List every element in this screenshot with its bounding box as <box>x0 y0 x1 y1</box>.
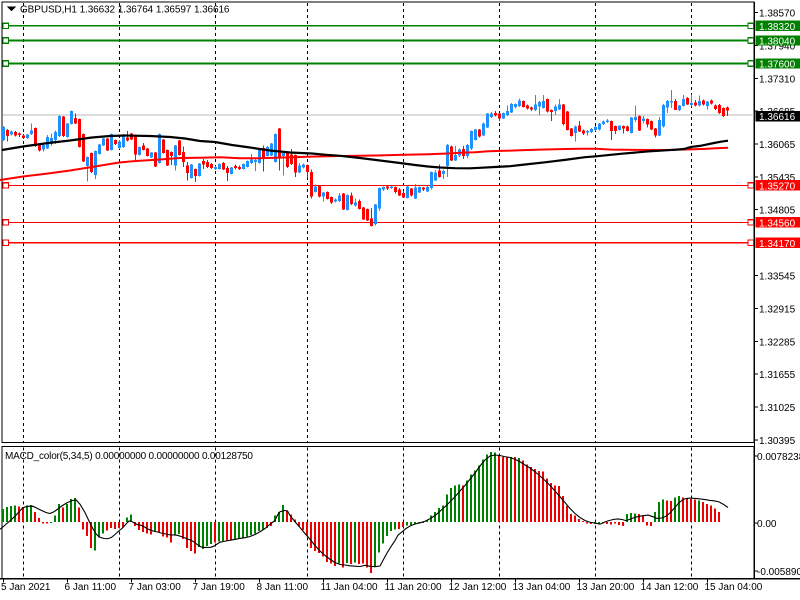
svg-text:0.0078238: 0.0078238 <box>757 452 800 463</box>
svg-text:1.31655: 1.31655 <box>759 370 796 381</box>
svg-text:1.31025: 1.31025 <box>759 403 796 414</box>
svg-text:1.30395: 1.30395 <box>759 436 796 447</box>
svg-text:0.00: 0.00 <box>757 519 777 530</box>
svg-text:1.37310: 1.37310 <box>759 74 796 85</box>
svg-text:14 Jan 12:00: 14 Jan 12:00 <box>641 582 699 593</box>
svg-text:13 Jan 20:00: 13 Jan 20:00 <box>577 582 635 593</box>
svg-text:1.36065: 1.36065 <box>759 140 796 151</box>
svg-text:-0.0058902: -0.0058902 <box>757 567 800 578</box>
svg-text:1.34170: 1.34170 <box>759 239 796 250</box>
svg-text:1.38570: 1.38570 <box>759 9 796 20</box>
svg-text:11 Jan 04:00: 11 Jan 04:00 <box>321 582 379 593</box>
svg-text:1.32915: 1.32915 <box>759 304 796 315</box>
svg-text:7 Jan 19:00: 7 Jan 19:00 <box>193 582 246 593</box>
svg-text:GBPUSD,H1 1.36632 1.36764 1.3: GBPUSD,H1 1.36632 1.36764 1.36597 1.3661… <box>20 5 230 16</box>
svg-text:1.34805: 1.34805 <box>759 206 796 217</box>
svg-text:1.37600: 1.37600 <box>759 60 796 71</box>
svg-text:1.36616: 1.36616 <box>759 112 796 123</box>
svg-text:1.35435: 1.35435 <box>759 173 796 184</box>
svg-text:6 Jan 11:00: 6 Jan 11:00 <box>65 582 117 593</box>
svg-text:7 Jan 03:00: 7 Jan 03:00 <box>129 582 182 593</box>
svg-text:8 Jan 11:00: 8 Jan 11:00 <box>257 582 309 593</box>
svg-text:MACD_color(5,34,5) 0.00000000: MACD_color(5,34,5) 0.00000000 0.00000000… <box>5 451 253 462</box>
svg-text:1.33545: 1.33545 <box>759 272 796 283</box>
svg-text:12 Jan 12:00: 12 Jan 12:00 <box>449 582 507 593</box>
svg-text:11 Jan 20:00: 11 Jan 20:00 <box>385 582 443 593</box>
svg-text:1.38320: 1.38320 <box>759 22 796 33</box>
svg-text:1.35270: 1.35270 <box>759 181 796 192</box>
svg-text:1.37940: 1.37940 <box>759 42 796 53</box>
svg-text:1.32285: 1.32285 <box>759 337 796 348</box>
svg-text:15 Jan 04:00: 15 Jan 04:00 <box>705 582 763 593</box>
svg-text:1.34560: 1.34560 <box>759 218 796 229</box>
svg-text:5 Jan 2021: 5 Jan 2021 <box>1 582 51 593</box>
svg-text:1.38040: 1.38040 <box>759 37 796 48</box>
svg-text:13 Jan 04:00: 13 Jan 04:00 <box>513 582 571 593</box>
